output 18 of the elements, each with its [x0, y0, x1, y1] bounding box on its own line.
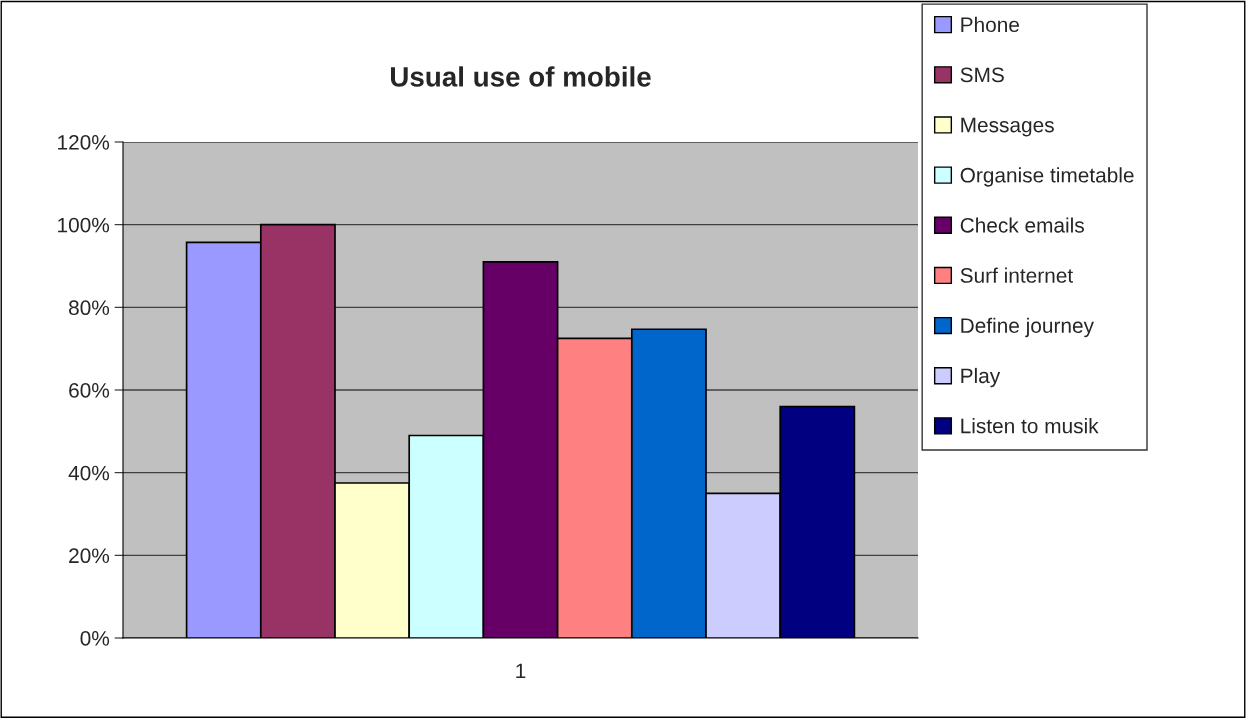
legend-label: Listen to musik [961, 418, 1099, 434]
legend-label: SMS [960, 67, 1004, 83]
legend-label: Organise timetable [960, 167, 1134, 187]
y-tick-label: 40% [68, 465, 110, 481]
x-tick-label: 1 [516, 663, 526, 679]
legend-label: Surf internet [960, 267, 1073, 283]
y-tick-label: 20% [69, 548, 110, 564]
chart-title: Usual use of mobile [390, 66, 651, 87]
legend-label: Messages [961, 117, 1054, 137]
legend-label: Check emails [960, 217, 1084, 233]
legend-label: Play [961, 367, 1001, 388]
y-tick-label: 0% [80, 631, 110, 646]
y-tick-label: 60% [69, 383, 110, 398]
y-tick-label: 120% [58, 135, 110, 150]
legend-label: Define journey [961, 317, 1094, 338]
y-tick-label: 80% [69, 300, 110, 316]
legend-label: Phone [961, 16, 1019, 33]
y-tick-label: 100% [58, 217, 110, 233]
